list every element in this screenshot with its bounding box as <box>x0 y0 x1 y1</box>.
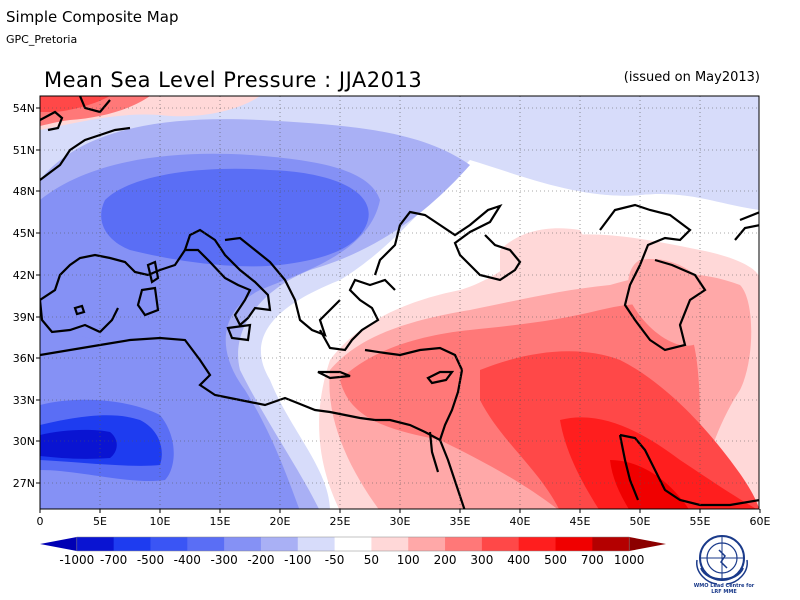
lat-label: 42N <box>13 269 35 282</box>
logo-caption-line2: LRF MME <box>711 589 737 595</box>
logo-caption-line1: WMO Lead Centre for <box>693 583 755 589</box>
legend-swatch <box>113 537 151 551</box>
lon-label: 55E <box>690 515 711 528</box>
legend-label: 50 <box>364 553 379 567</box>
legend-swatch <box>40 537 77 551</box>
lat-label: 51N <box>13 144 35 157</box>
legend-swatch <box>481 537 520 551</box>
logo-caption: WMO Lead Centre for LRF MME <box>676 583 772 595</box>
latitude-labels: 54N 51N 48N 45N 42N 39N 36N 33N 30N 27N <box>13 102 35 490</box>
legend-swatch <box>187 537 225 551</box>
legend-swatch <box>76 537 115 551</box>
page-title: Simple Composite Map <box>6 8 179 26</box>
lat-label: 33N <box>13 394 35 407</box>
legend-label: -50 <box>325 553 345 567</box>
legend-swatch <box>334 537 372 551</box>
legend-swatch <box>297 537 336 551</box>
legend-swatch <box>518 537 557 551</box>
legend-swatch <box>371 537 409 551</box>
lat-label: 27N <box>13 477 35 490</box>
lon-label: 50E <box>630 515 651 528</box>
legend-swatch <box>592 537 630 551</box>
legend-swatch <box>150 537 188 551</box>
legend-label: 200 <box>434 553 457 567</box>
lon-label: 0 <box>37 515 44 528</box>
wmo-logo <box>696 535 748 585</box>
legend-swatch <box>224 537 262 551</box>
legend-label: -300 <box>211 553 238 567</box>
lon-label: 5E <box>93 515 107 528</box>
legend-label: 500 <box>544 553 567 567</box>
legend-label: 400 <box>507 553 530 567</box>
lon-label: 30E <box>390 515 411 528</box>
legend-swatch <box>260 537 299 551</box>
legend-label: -1000 <box>59 553 94 567</box>
map-title: Mean Sea Level Pressure : JJA2013 <box>44 68 423 92</box>
legend-swatch <box>445 537 483 551</box>
lon-label: 35E <box>450 515 471 528</box>
legend-label: -700 <box>100 553 127 567</box>
axis-ticks <box>36 107 761 513</box>
lon-label: 60E <box>750 515 771 528</box>
lon-label: 15E <box>210 515 231 528</box>
lon-label: 45E <box>570 515 591 528</box>
lat-label: 45N <box>13 227 35 240</box>
legend-label: -200 <box>247 553 274 567</box>
page-subtitle: GPC_Pretoria <box>6 33 78 46</box>
legend-swatch <box>555 537 593 551</box>
legend-swatch <box>408 537 446 551</box>
lon-label: 10E <box>150 515 171 528</box>
legend-label: -400 <box>174 553 201 567</box>
legend-label: 700 <box>581 553 604 567</box>
lon-label: 20E <box>270 515 291 528</box>
coastlines <box>40 96 759 509</box>
lat-label: 30N <box>13 435 35 448</box>
lon-label: 25E <box>330 515 351 528</box>
lat-label: 39N <box>13 311 35 324</box>
legend-label: -500 <box>137 553 164 567</box>
lat-label: 36N <box>13 352 35 365</box>
color-legend: -1000 -700 -500 -400 -300 -200 -100 -50 50 100 200… <box>40 536 666 567</box>
legend-swatch <box>629 537 666 551</box>
legend-label: -100 <box>284 553 311 567</box>
lat-label: 54N <box>13 102 35 115</box>
graticule <box>40 96 759 509</box>
contour-fields <box>40 96 759 509</box>
lon-label: 40E <box>510 515 531 528</box>
legend-label: 1000 <box>614 553 645 567</box>
legend-label: 300 <box>470 553 493 567</box>
issued-date: (issued on May2013) <box>623 70 760 85</box>
lat-label: 48N <box>13 185 35 198</box>
longitude-labels: 0 5E 10E 15E 20E 25E 30E 35E 40E 45E 50E 55E 60E <box>37 515 771 528</box>
legend-label: 100 <box>397 553 420 567</box>
